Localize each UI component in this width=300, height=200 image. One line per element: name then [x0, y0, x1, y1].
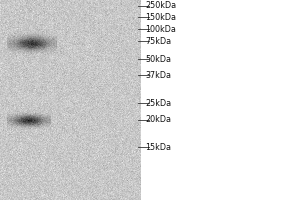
- Text: 20kDa: 20kDa: [146, 116, 172, 124]
- Text: 25kDa: 25kDa: [146, 98, 172, 108]
- Text: 15kDa: 15kDa: [146, 142, 172, 152]
- Text: 100kDa: 100kDa: [146, 24, 176, 33]
- Text: 250kDa: 250kDa: [146, 1, 177, 10]
- Text: 50kDa: 50kDa: [146, 54, 172, 64]
- Bar: [141, 0, 300, 200]
- Text: 37kDa: 37kDa: [146, 71, 172, 79]
- Text: 150kDa: 150kDa: [146, 12, 176, 21]
- Text: 75kDa: 75kDa: [146, 36, 172, 46]
